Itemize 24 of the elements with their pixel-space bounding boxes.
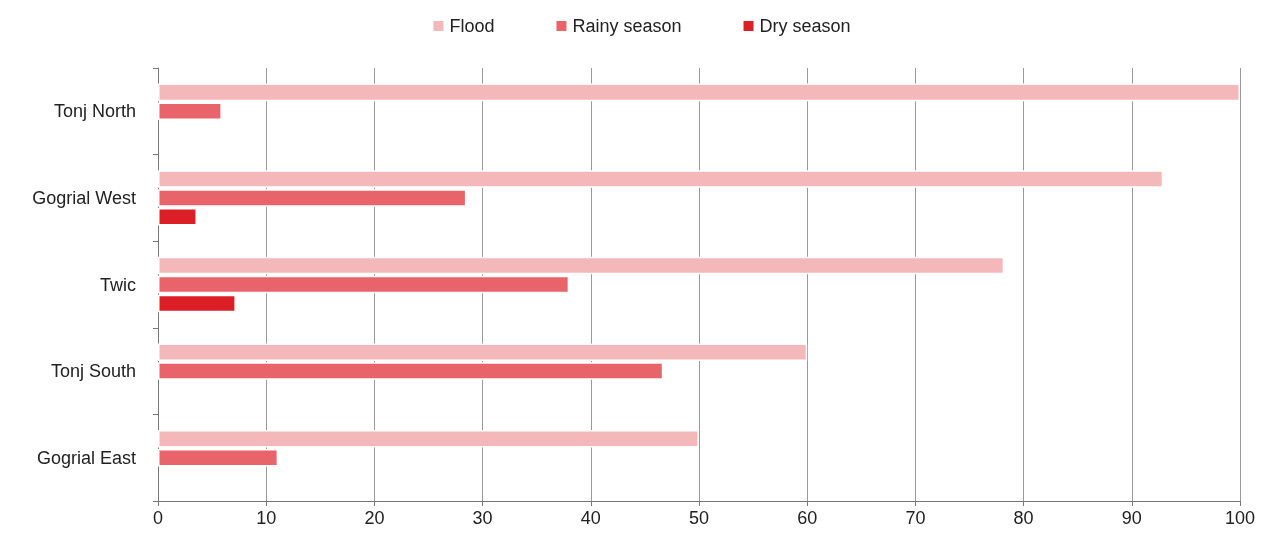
y-tick-label: Tonj South: [50, 361, 136, 382]
bar: [158, 275, 570, 294]
x-tick-label: 20: [364, 508, 385, 528]
legend-label: Dry season: [759, 16, 851, 36]
bar: [158, 294, 236, 313]
bar: [158, 256, 1005, 275]
x-tick-label: 100: [1224, 508, 1256, 528]
y-tick-label: Twic: [100, 274, 136, 295]
bar: [158, 83, 1240, 102]
x-tick-label: 40: [580, 508, 601, 528]
x-tick-label: 0: [152, 508, 164, 528]
x-tick-label: 90: [1121, 508, 1142, 528]
x-tick-label: 30: [472, 508, 493, 528]
y-tick-label: Gogrial East: [36, 447, 136, 468]
y-tick-label: Gogrial West: [32, 187, 136, 208]
legend-label: Flood: [449, 16, 495, 36]
y-tick-label: Tonj North: [53, 101, 136, 122]
legend-label: Rainy season: [572, 16, 682, 36]
x-tick-label: 50: [688, 508, 710, 528]
x-tick-label: 80: [1013, 508, 1034, 528]
bar: [158, 102, 222, 121]
x-tick-label: 70: [905, 508, 926, 528]
x-tick-label: 10: [256, 508, 277, 528]
x-tick-label: 60: [797, 508, 818, 528]
